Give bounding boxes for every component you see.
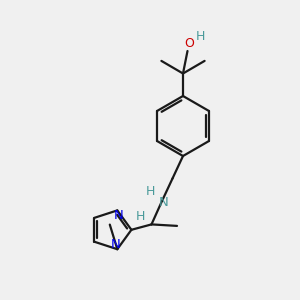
- Text: N: N: [114, 209, 124, 222]
- Text: H: H: [146, 185, 155, 198]
- Text: O: O: [184, 37, 194, 50]
- Text: H: H: [195, 30, 205, 43]
- Text: H: H: [135, 209, 145, 223]
- Text: N: N: [111, 238, 121, 250]
- Text: N: N: [159, 196, 168, 209]
